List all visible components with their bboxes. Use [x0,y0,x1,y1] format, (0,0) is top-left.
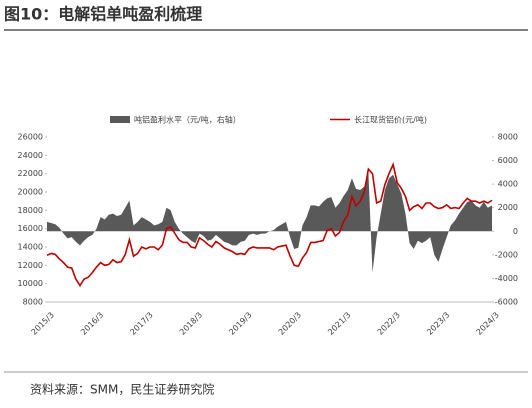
legend-swatch [110,116,130,123]
y2-tick-label: 6000 [498,156,518,165]
y-tick-label: 8000 [23,298,43,307]
y-tick-label: 26000 [18,133,43,142]
legend-label: 吨铝盈利水平（元/吨，右轴） [134,115,241,125]
y2-tick-label: 2000 [498,203,518,212]
profit-area [47,172,492,273]
y-tick-label: 10000 [18,279,43,288]
y2-tick-label: -6000 [495,298,518,307]
y2-tick-label: 8000 [498,133,518,142]
price-line [46,161,493,287]
x-tick-label: 2018/3 [178,310,204,336]
y2-tick-label: 4000 [498,180,518,189]
source: 资料来源：SMM，民生证券研究院 [30,382,214,397]
x-tick-label: 2020/3 [277,310,303,336]
y-tick-label: 16000 [18,224,43,233]
legend-label: 长江现货铝价(元/吨) [354,115,427,125]
y-tick-label: 22000 [18,169,43,178]
y2-tick-label: 0 [513,227,518,236]
y-tick-label: 12000 [18,261,43,270]
y2-tick-label: -2000 [495,250,518,259]
x-tick-label: 2017/3 [128,310,154,336]
x-tick-label: 2024/3 [475,310,501,336]
y-tick-label: 20000 [18,188,43,197]
x-tick-label: 2015/3 [30,310,56,336]
x-tick-label: 2023/3 [425,310,451,336]
title: 图10：电解铝单吨盈利梳理 [4,5,202,24]
y-tick-label: 14000 [18,243,43,252]
y2-tick-label: -4000 [495,274,518,283]
y-tick-label: 18000 [18,206,43,215]
y-tick-label: 24000 [18,151,43,160]
x-tick-label: 2019/3 [227,310,253,336]
x-tick-label: 2016/3 [79,310,105,336]
x-tick-label: 2021/3 [326,310,352,336]
x-tick-label: 2022/3 [376,310,402,336]
